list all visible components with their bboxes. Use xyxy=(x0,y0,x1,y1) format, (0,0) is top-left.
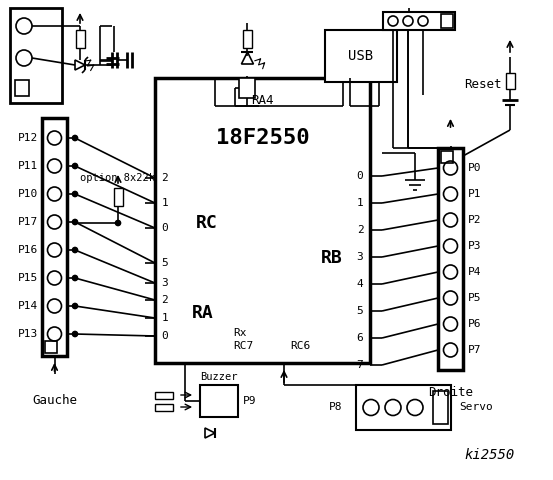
Text: 5: 5 xyxy=(161,258,168,268)
Circle shape xyxy=(72,303,77,309)
Text: P0: P0 xyxy=(468,163,482,173)
Text: 0: 0 xyxy=(161,223,168,233)
Text: 2: 2 xyxy=(161,295,168,305)
Bar xyxy=(383,12,455,30)
Bar xyxy=(155,404,173,410)
Text: 0: 0 xyxy=(357,171,363,181)
Bar xyxy=(441,14,453,28)
Circle shape xyxy=(72,135,77,141)
Bar xyxy=(45,341,57,353)
Bar xyxy=(15,80,29,96)
Text: P6: P6 xyxy=(468,319,482,329)
Bar xyxy=(155,392,173,398)
Text: P9: P9 xyxy=(243,396,257,406)
Text: P17: P17 xyxy=(18,217,38,227)
Text: 4: 4 xyxy=(357,279,363,289)
Text: P2: P2 xyxy=(468,215,482,225)
Text: 1: 1 xyxy=(357,198,363,208)
Circle shape xyxy=(72,219,77,225)
Text: 2: 2 xyxy=(357,225,363,235)
Text: 1: 1 xyxy=(161,198,168,208)
Text: P7: P7 xyxy=(468,345,482,355)
Circle shape xyxy=(72,164,77,168)
Bar xyxy=(325,30,397,82)
Text: 1: 1 xyxy=(161,313,168,323)
Text: 18F2550: 18F2550 xyxy=(216,128,309,148)
Text: P11: P11 xyxy=(18,161,38,171)
Circle shape xyxy=(116,220,121,226)
Text: P1: P1 xyxy=(468,189,482,199)
Text: P12: P12 xyxy=(18,133,38,143)
Text: RA4: RA4 xyxy=(251,94,274,107)
Bar xyxy=(155,78,370,363)
Text: P14: P14 xyxy=(18,301,38,311)
Bar xyxy=(42,118,67,356)
Bar xyxy=(438,148,463,370)
Text: 7: 7 xyxy=(357,360,363,370)
Text: P3: P3 xyxy=(468,241,482,251)
Text: 6: 6 xyxy=(357,333,363,343)
Circle shape xyxy=(72,192,77,196)
Text: Droite: Droite xyxy=(428,385,473,398)
Text: RB: RB xyxy=(321,249,343,267)
Bar xyxy=(505,73,514,89)
Text: RC: RC xyxy=(196,214,218,232)
Text: 3: 3 xyxy=(161,278,168,288)
Text: 3: 3 xyxy=(357,252,363,262)
Text: Rx: Rx xyxy=(233,328,247,338)
Text: P15: P15 xyxy=(18,273,38,283)
Text: RC7: RC7 xyxy=(233,341,253,351)
Bar xyxy=(243,30,252,48)
Text: option 8x22k: option 8x22k xyxy=(81,173,155,183)
Text: Gauche: Gauche xyxy=(32,395,77,408)
Bar xyxy=(433,391,448,424)
Bar xyxy=(441,151,453,163)
Text: RC6: RC6 xyxy=(290,341,310,351)
Text: Reset: Reset xyxy=(465,79,502,92)
Text: USB: USB xyxy=(348,49,374,63)
Bar xyxy=(356,385,451,430)
Text: P8: P8 xyxy=(329,403,343,412)
Text: P10: P10 xyxy=(18,189,38,199)
Bar xyxy=(200,385,238,417)
Text: P5: P5 xyxy=(468,293,482,303)
Text: P13: P13 xyxy=(18,329,38,339)
Text: P4: P4 xyxy=(468,267,482,277)
Bar xyxy=(113,188,123,206)
Text: 5: 5 xyxy=(357,306,363,316)
Text: 2: 2 xyxy=(161,173,168,183)
Circle shape xyxy=(72,276,77,280)
Text: P16: P16 xyxy=(18,245,38,255)
Circle shape xyxy=(72,248,77,252)
Text: RA: RA xyxy=(192,304,214,322)
Circle shape xyxy=(72,332,77,336)
Text: 0: 0 xyxy=(161,331,168,341)
Text: Servo: Servo xyxy=(459,403,493,412)
Bar xyxy=(76,30,85,48)
Text: Buzzer: Buzzer xyxy=(200,372,238,382)
Bar xyxy=(10,8,62,103)
Bar xyxy=(239,78,255,98)
Text: ki2550: ki2550 xyxy=(465,448,515,462)
